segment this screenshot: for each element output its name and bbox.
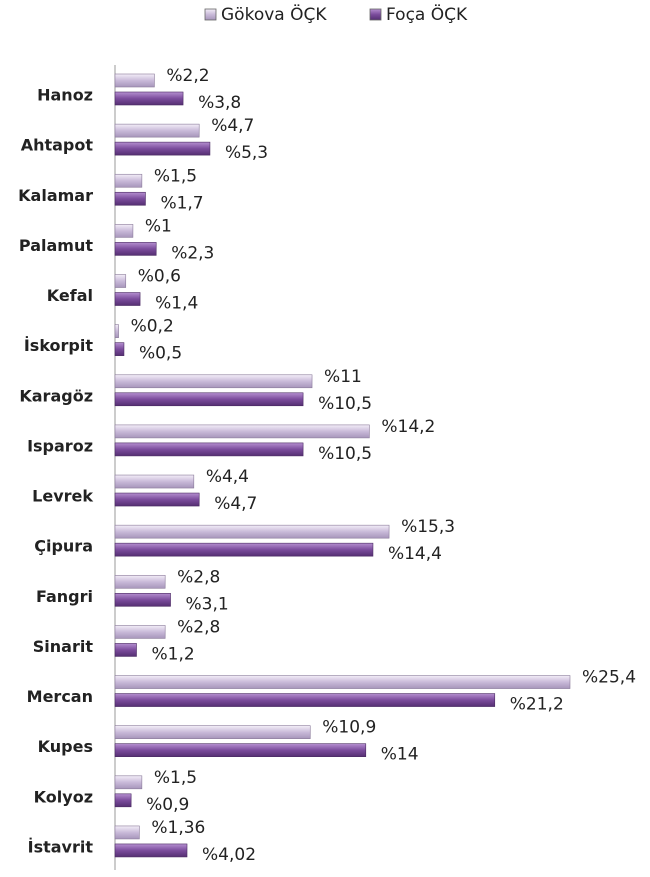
bar [114, 625, 166, 639]
bar [114, 843, 188, 858]
value-label: %10,5 [318, 394, 372, 414]
bar [114, 173, 143, 188]
category-label: Levrek [32, 487, 93, 506]
value-label: %1 [145, 216, 172, 236]
value-label: %5,3 [225, 143, 268, 163]
value-label: %21,2 [510, 695, 564, 715]
value-label: %0,6 [138, 267, 181, 287]
value-label: %2,3 [171, 243, 214, 263]
bar [114, 825, 140, 840]
bar [114, 775, 143, 790]
value-label: %25,4 [582, 668, 636, 688]
value-label: %2,8 [177, 567, 220, 587]
bar [114, 542, 374, 557]
category-label: Hanoz [37, 86, 93, 105]
value-label: %1,4 [155, 294, 198, 314]
value-label: %1,5 [154, 166, 197, 186]
bar [114, 224, 134, 238]
bar [114, 123, 200, 138]
bar [114, 743, 367, 757]
bar [114, 592, 171, 607]
value-label: %10,5 [318, 444, 372, 464]
category-label: Isparoz [27, 436, 93, 455]
value-label: %1,2 [151, 644, 194, 664]
bar [114, 643, 137, 657]
value-label: %2,2 [166, 66, 209, 86]
value-label: %0,2 [131, 317, 174, 337]
value-label: %14,2 [381, 417, 435, 437]
bar [114, 91, 184, 106]
value-label: %10,9 [322, 718, 376, 738]
category-label: Kolyoz [34, 787, 93, 806]
bar [114, 574, 166, 589]
category-label: Ahtapot [21, 136, 94, 155]
bar [114, 141, 211, 156]
bar [114, 442, 304, 457]
bar [114, 675, 571, 689]
bar [114, 324, 119, 338]
bar [114, 693, 496, 707]
bar [114, 793, 132, 808]
category-label: Fangri [36, 587, 93, 606]
value-label: %4,4 [206, 467, 249, 487]
value-label: %3,8 [198, 93, 241, 113]
value-label: %11 [324, 367, 362, 387]
bar [114, 474, 195, 489]
value-label: %14 [381, 745, 419, 765]
category-label: Kefal [47, 286, 93, 305]
category-label: Palamut [19, 236, 93, 255]
value-label: %0,5 [139, 344, 182, 364]
legend-swatch [204, 8, 217, 21]
value-label: %4,7 [211, 116, 254, 136]
bar [114, 424, 370, 439]
value-label: %1,5 [154, 768, 197, 788]
category-label: Kupes [38, 737, 93, 756]
value-label: %4,7 [214, 494, 257, 514]
legend-label: Foça ÖÇK [386, 3, 468, 25]
bar [114, 374, 313, 389]
category-label: Karagöz [19, 386, 93, 405]
category-label: Mercan [27, 687, 93, 706]
value-label: %2,8 [177, 617, 220, 637]
bar [114, 492, 200, 507]
value-label: %3,1 [186, 594, 229, 614]
bar [114, 73, 155, 88]
category-label: İskorpit [24, 336, 94, 355]
value-label: %4,02 [202, 845, 256, 865]
legend-label: Gökova ÖÇK [221, 3, 327, 25]
legend-swatch [369, 8, 382, 21]
value-label: %15,3 [401, 517, 455, 537]
bar [114, 342, 125, 356]
category-label: Kalamar [18, 186, 93, 205]
value-label: %1,7 [160, 193, 203, 213]
value-label: %0,9 [146, 795, 189, 815]
category-label: Sinarit [33, 637, 94, 656]
bar [114, 524, 390, 539]
value-label: %14,4 [388, 544, 442, 564]
category-label: Çipura [34, 537, 93, 556]
bar [114, 392, 304, 407]
bar [114, 242, 157, 256]
bar [114, 191, 146, 206]
category-label: İstavrit [28, 837, 94, 856]
bar [114, 292, 141, 306]
bar [114, 725, 311, 739]
bar [114, 274, 127, 288]
value-label: %1,36 [151, 818, 205, 838]
